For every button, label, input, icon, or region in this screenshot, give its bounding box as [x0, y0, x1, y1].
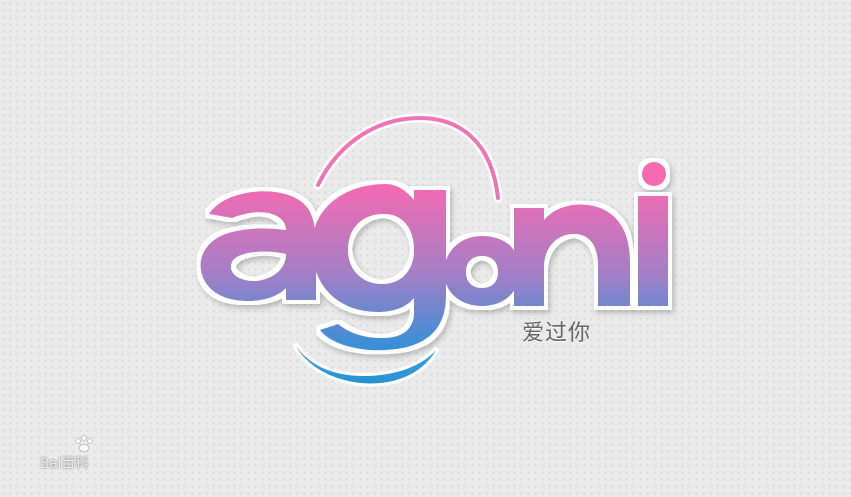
paw-icon	[75, 435, 93, 452]
letter-n	[514, 204, 630, 306]
letter-i-stem	[638, 196, 668, 306]
letter-o	[444, 236, 520, 306]
watermark-text: Bai百科	[40, 456, 89, 472]
logo-arc	[313, 113, 503, 203]
logo-tagline: 爱过你	[522, 321, 592, 346]
letter-i-dot	[642, 162, 666, 186]
letter-a	[200, 191, 317, 302]
letter-g	[311, 184, 446, 351]
